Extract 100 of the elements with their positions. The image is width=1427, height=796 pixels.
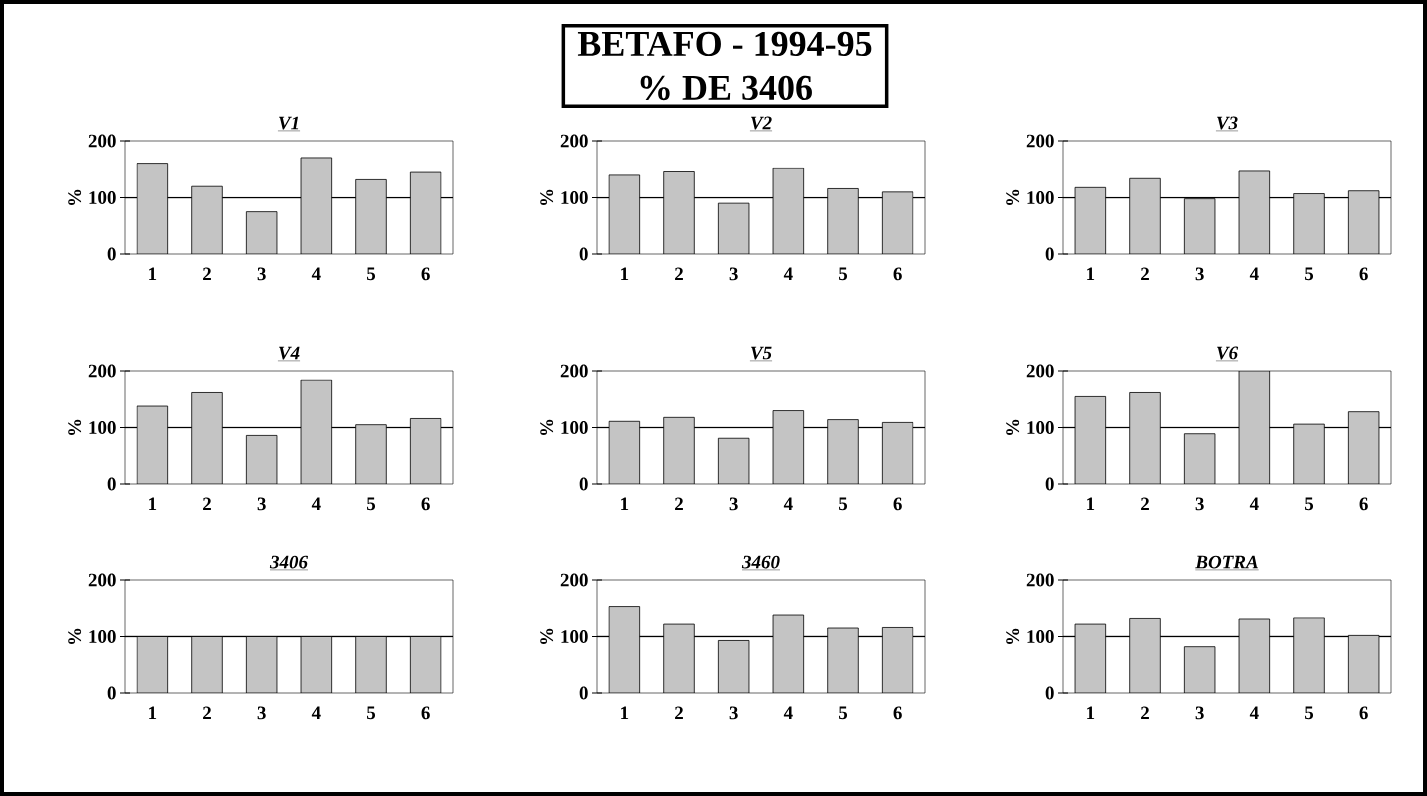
bar (191, 185, 223, 254)
y-tick-label: 0 (579, 477, 588, 491)
bar (772, 410, 805, 485)
x-tick-label: 2 (675, 497, 683, 511)
x-tick-label: 4 (311, 706, 321, 720)
x-tick-label: 3 (729, 706, 738, 720)
y-tick-label: 100 (1027, 421, 1054, 434)
x-tick-label: 6 (1359, 706, 1368, 720)
bar (663, 623, 695, 694)
y-tick-label: 100 (561, 421, 588, 434)
chart-title: 3460 (741, 555, 780, 569)
y-tick-label: 200 (560, 134, 588, 148)
bar (772, 614, 805, 694)
y-axis-title: % (540, 628, 554, 645)
y-tick-label: 0 (579, 686, 588, 700)
y-axis-title: % (68, 419, 82, 436)
y-axis-title: % (68, 189, 82, 206)
x-tick-label: 2 (1141, 706, 1149, 720)
x-tick-label: 5 (367, 267, 376, 281)
bar (1074, 623, 1107, 694)
bar (1347, 190, 1380, 254)
x-tick-label: 1 (1087, 267, 1095, 281)
bar (1129, 392, 1161, 485)
x-tick-label: 4 (311, 267, 321, 281)
bar (717, 640, 750, 694)
y-tick-label: 200 (88, 573, 116, 587)
y-tick-label: 200 (560, 364, 588, 378)
x-tick-label: 6 (421, 267, 430, 281)
x-tick-label: 3 (257, 267, 266, 281)
x-tick-label: 1 (1087, 706, 1095, 720)
x-tick-label: 4 (311, 497, 321, 511)
chart-title: 3406 (269, 555, 309, 569)
x-tick-label: 3 (257, 497, 266, 511)
x-tick-label: 1 (621, 706, 629, 720)
y-tick-label: 0 (107, 686, 116, 700)
bar (881, 627, 914, 694)
x-tick-label: 5 (367, 706, 376, 720)
bar (1347, 634, 1380, 694)
x-tick-label: 6 (893, 706, 902, 720)
x-tick-label: 6 (893, 267, 902, 281)
x-tick-label: 1 (149, 267, 157, 281)
x-tick-label: 6 (421, 706, 430, 720)
x-tick-label: 3 (1195, 267, 1204, 281)
y-axis-title: % (540, 189, 554, 206)
bar (663, 416, 695, 485)
bar (1238, 371, 1271, 485)
x-tick-label: 4 (783, 497, 793, 511)
x-tick-label: 4 (1249, 497, 1259, 511)
x-tick-label: 5 (839, 267, 848, 281)
x-tick-label: 3 (1195, 706, 1204, 720)
bar (136, 163, 169, 254)
x-tick-label: 2 (675, 267, 683, 281)
bar (1183, 433, 1216, 485)
x-tick-label: 6 (893, 497, 902, 511)
bar (1183, 198, 1216, 254)
bar (1183, 646, 1216, 694)
y-axis-title: % (540, 419, 554, 436)
bar (1293, 193, 1325, 254)
bar (355, 179, 387, 254)
x-tick-label: 5 (839, 706, 848, 720)
bar (608, 420, 641, 485)
bar (300, 157, 333, 254)
x-tick-label: 6 (1359, 497, 1368, 511)
y-axis-title: % (1006, 628, 1020, 645)
bar (608, 606, 641, 694)
x-tick-label: 4 (783, 706, 793, 720)
x-tick-label: 1 (621, 267, 629, 281)
x-tick-label: 4 (1249, 706, 1259, 720)
x-tick-label: 6 (421, 497, 430, 511)
y-tick-label: 100 (89, 191, 116, 204)
y-axis-title: % (68, 628, 82, 645)
y-tick-label: 200 (560, 573, 588, 587)
bar (827, 419, 859, 485)
x-tick-label: 5 (1305, 267, 1314, 281)
x-tick-label: 6 (1359, 267, 1368, 281)
y-tick-label: 200 (88, 364, 116, 378)
y-tick-label: 0 (107, 477, 116, 491)
y-tick-label: 100 (89, 630, 116, 643)
x-tick-label: 3 (729, 267, 738, 281)
chart-title: V5 (751, 346, 772, 360)
bar (1074, 396, 1107, 485)
chart-title: V3 (1217, 116, 1238, 130)
y-tick-label: 200 (1026, 364, 1054, 378)
x-tick-label: 5 (1305, 497, 1314, 511)
y-tick-label: 0 (1045, 247, 1054, 261)
x-tick-label: 5 (839, 497, 848, 511)
y-axis-title: % (1006, 419, 1020, 436)
x-tick-label: 1 (149, 497, 157, 511)
chart-title: V4 (279, 346, 300, 360)
x-tick-label: 5 (1305, 706, 1314, 720)
bar (1238, 618, 1271, 694)
x-tick-label: 2 (675, 706, 683, 720)
bar (245, 211, 278, 254)
x-tick-label: 2 (203, 497, 211, 511)
y-tick-label: 200 (1026, 134, 1054, 148)
text: BETAFO - 1994-95 (577, 31, 872, 57)
text: % DE 3406 (640, 75, 812, 101)
chart-title: V1 (279, 116, 299, 130)
x-tick-label: 2 (203, 706, 211, 720)
bar (827, 627, 859, 694)
